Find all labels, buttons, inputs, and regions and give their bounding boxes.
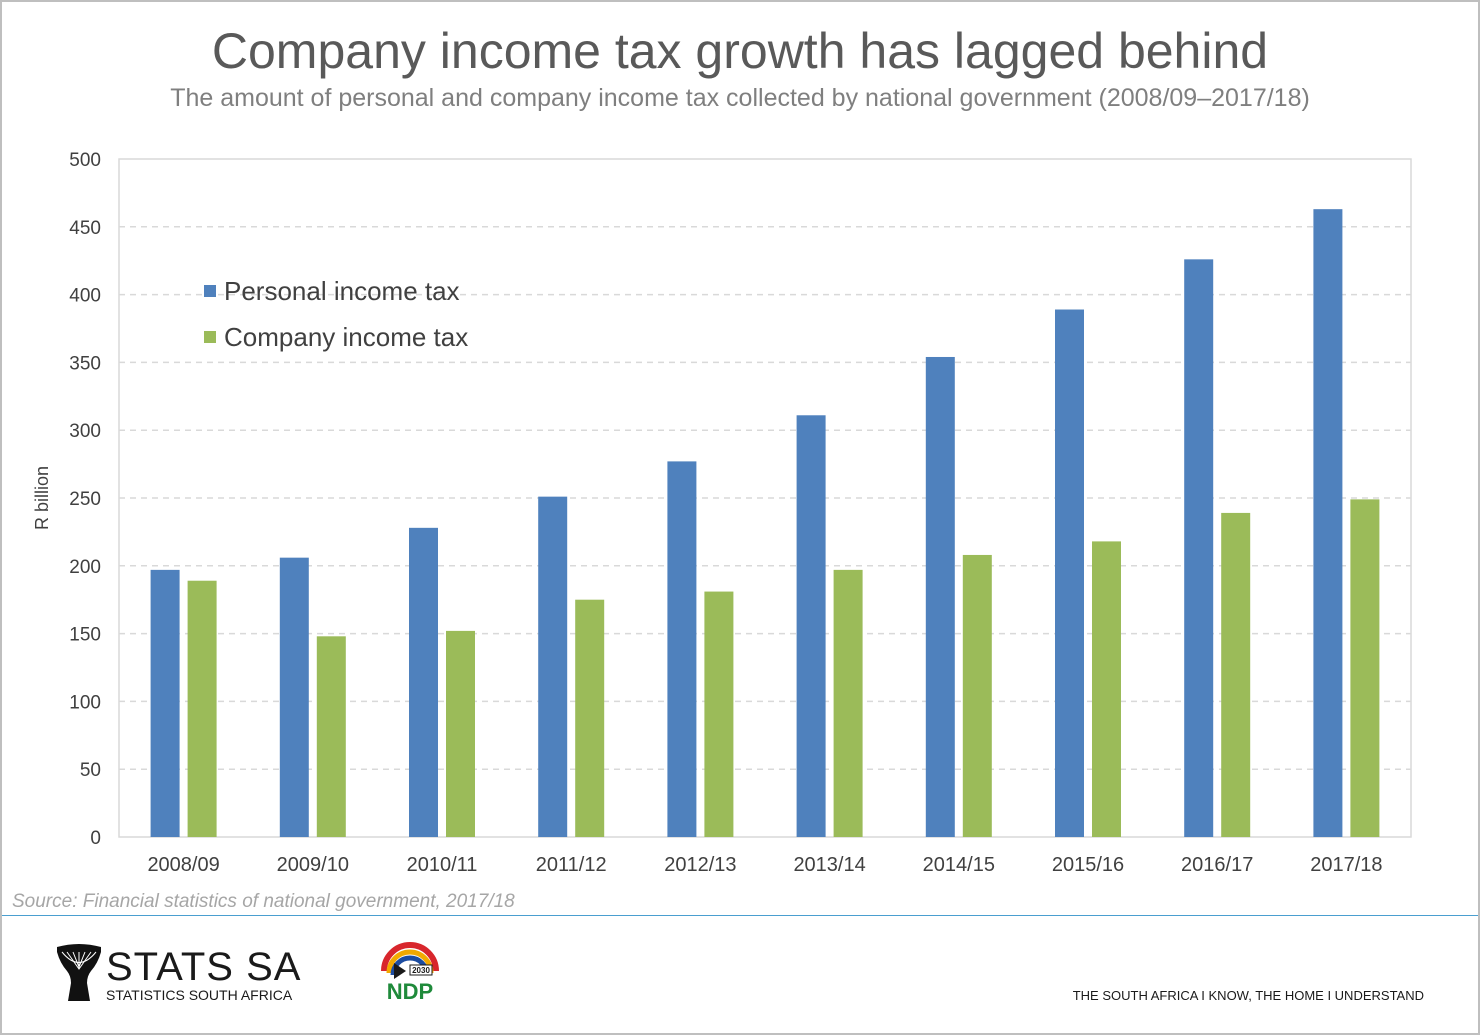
y-tick-label: 0 [90,828,101,849]
x-tick-label: 2013/14 [793,854,865,876]
x-tick-label: 2011/12 [536,854,607,876]
y-tick-label: 300 [69,421,101,442]
legend-swatch [204,285,216,297]
y-tick-label: 350 [69,353,101,374]
y-tick-label: 500 [69,150,101,171]
y-tick-label: 150 [69,625,101,646]
bar-company-income-tax [962,554,992,837]
bar-personal-income-tax [667,461,697,837]
bar-company-income-tax [1350,499,1380,837]
bar-company-income-tax [1221,512,1251,837]
stats-sa-wordmark: STATS SA [106,945,302,989]
y-tick-label: 450 [69,218,101,239]
y-tick-label: 250 [69,489,101,510]
footer-divider [2,915,1478,916]
x-tick-label: 2012/13 [664,854,736,876]
source-note: Source: Financial statistics of national… [12,891,515,912]
y-tick-label: 400 [69,286,101,307]
bar-personal-income-tax [1184,259,1214,837]
bar-company-income-tax [1092,541,1121,837]
bar-company-income-tax [704,591,734,837]
stats-sa-subtitle: STATISTICS SOUTH AFRICA [106,987,293,1003]
legend-label: Company income tax [224,322,468,352]
x-tick-label: 2008/09 [147,854,219,876]
ndp-name: NDP [387,979,433,1003]
chart-subtitle: The amount of personal and company incom… [170,84,1310,112]
y-tick-label: 200 [69,557,101,578]
bar-personal-income-tax [279,557,309,837]
footer-tagline: THE SOUTH AFRICA I KNOW, THE HOME I UNDE… [1072,988,1424,1003]
bar-chart: 0 50 100 150 200 250 300 350 400 450 500 R billion 2… [32,150,1412,876]
legend-label: Personal income tax [224,276,460,306]
x-tick-label: 2016/17 [1181,854,1253,876]
legend-swatch [204,331,216,343]
ndp-year: 2030 [412,966,430,975]
y-tick-label: 100 [69,692,101,713]
bar-company-income-tax [187,580,217,837]
x-tick-label: 2017/18 [1310,854,1382,876]
bar-personal-income-tax [1055,309,1084,837]
bar-company-income-tax [316,636,346,837]
bar-company-income-tax [833,569,863,837]
bar-personal-income-tax [150,569,180,837]
bar-personal-income-tax [1313,209,1343,837]
bar-personal-income-tax [925,356,955,837]
y-tick-label: 50 [80,760,101,781]
x-tick-label: 2015/16 [1052,854,1124,876]
ndp-2030-logo-icon: 2030 NDP [381,942,439,1003]
stats-sa-logo-icon [57,944,101,1001]
y-axis-title: R billion [32,466,52,530]
x-tick-label: 2014/15 [923,854,995,876]
x-tick-label: 2009/10 [277,854,349,876]
x-tick-label: 2010/11 [407,854,478,876]
bar-personal-income-tax [409,527,438,837]
bar-personal-income-tax [796,415,826,837]
bar-company-income-tax [446,630,475,837]
plot-area [118,158,1412,838]
bar-company-income-tax [575,599,605,837]
bar-personal-income-tax [538,496,568,837]
chart-title: Company income tax growth has lagged beh… [211,23,1269,79]
